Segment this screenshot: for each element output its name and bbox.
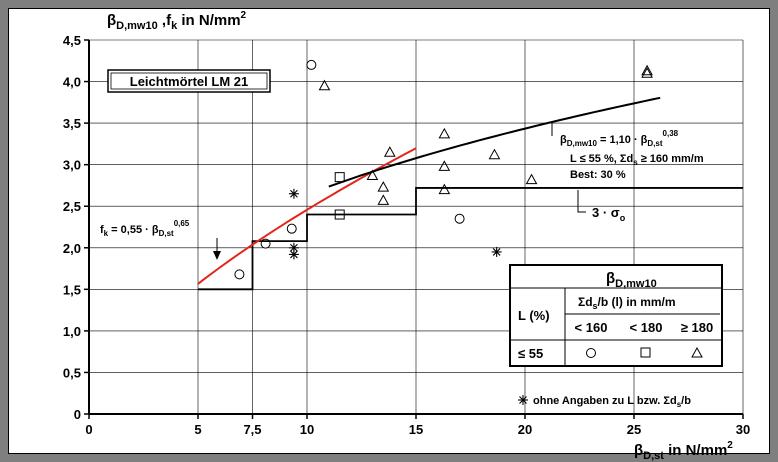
- point-star: [288, 249, 299, 260]
- y-tick-label: 1,5: [63, 282, 81, 297]
- point-triangle: [377, 194, 390, 205]
- footnote: ohne Angaben zu L bzw. Σds/b: [518, 395, 691, 409]
- legend-row-label: L (%): [518, 308, 550, 323]
- step-line-3-sigma: [198, 187, 743, 291]
- material-box-inner: [110, 72, 268, 90]
- beta-condition: L ≤ 55 %, Σds ≥ 160 mm/m: [570, 153, 704, 167]
- legend-row-value: ≤ 55: [518, 346, 543, 361]
- point-triangle: [641, 64, 653, 76]
- point-star-stroke: [290, 243, 298, 252]
- legend-table: βD,mw10 L (%) Σds/b (l) in mm/m < 160 < …: [509, 264, 723, 367]
- x-tick-label: 25: [627, 422, 641, 437]
- point-triangle: [438, 183, 451, 195]
- point-star: [288, 188, 299, 199]
- x-tick-label: 5: [194, 422, 201, 437]
- point-triangle: [525, 173, 538, 185]
- beta-formula: βD,mw10 = 1,10 · βD,st0,38: [560, 129, 679, 148]
- legend-circle-symbol: [586, 348, 596, 358]
- x-tick-label: 7,5: [243, 422, 261, 437]
- point-triangle: [383, 146, 396, 157]
- legend-sum-label: Σds/b (l) in mm/m: [578, 295, 676, 311]
- point-square: [334, 209, 345, 220]
- trend-lines: [197, 96, 743, 291]
- legend-triangle-symbol: [691, 346, 703, 358]
- x-tick-label: 15: [409, 422, 423, 437]
- x-tick-label: 20: [518, 422, 532, 437]
- y-tick-label: 0,5: [63, 365, 81, 380]
- x-axis-label: βD,st in N/mm2: [634, 440, 733, 462]
- x-tick-label: 0: [85, 422, 92, 437]
- point-triangle: [438, 127, 451, 139]
- y-axis-label: βD,mw10 ,fk in N/mm2: [107, 10, 247, 32]
- point-circle: [454, 213, 465, 224]
- sigma-label: 3 · σo: [592, 205, 626, 223]
- y-tick-label: 0: [74, 407, 81, 422]
- legend-col-1: < 160: [575, 320, 608, 335]
- sigma-pointer: [577, 190, 586, 213]
- point-circle: [286, 223, 297, 234]
- fk-pointer-arrow: [213, 251, 221, 260]
- legend-title: βD,mw10: [606, 270, 657, 290]
- point-triangle: [438, 160, 451, 171]
- point-square: [334, 172, 345, 183]
- y-tick-label: 4,5: [63, 33, 81, 48]
- beta-best: Best: 30 %: [570, 169, 626, 181]
- point-star-stroke: [290, 250, 298, 259]
- point-circle: [260, 238, 271, 249]
- footnote-text: ohne Angaben zu L bzw. Σds/b: [533, 395, 691, 409]
- y-tick-label: 2,5: [63, 199, 81, 214]
- x-tick-label: 30: [736, 422, 750, 437]
- legend-square-symbol: [640, 347, 651, 358]
- y-tick-label: 3,0: [63, 158, 81, 173]
- point-star-stroke: [492, 248, 501, 256]
- data-points: [234, 59, 653, 280]
- point-star-stroke: [519, 396, 527, 404]
- legend-col-3: ≥ 180: [681, 320, 713, 335]
- material-box: [107, 69, 271, 93]
- curve-beta: [328, 96, 661, 188]
- material-label: Leichtmörtel LM 21: [130, 74, 248, 89]
- y-tick-label: 4,0: [63, 75, 81, 90]
- y-tick-label: 3,5: [63, 116, 81, 131]
- point-triangle: [318, 79, 331, 91]
- point-triangle: [377, 181, 390, 192]
- point-star: [491, 246, 502, 257]
- y-tick-label: 1,0: [63, 324, 81, 339]
- fk-formula: fk = 0,55 · βD,st0,65: [100, 219, 190, 238]
- x-tick-label: 10: [300, 422, 314, 437]
- point-triangle: [641, 67, 653, 78]
- curve-fk: [197, 147, 417, 285]
- point-triangle: [488, 148, 501, 160]
- legend-col-2: < 180: [630, 320, 663, 335]
- footnote-star-icon: [518, 395, 528, 405]
- point-star: [518, 395, 528, 405]
- point-triangle: [366, 169, 379, 180]
- point-circle: [306, 59, 317, 70]
- axes: 0 0,5 1,0 1,5 2,0 2,5 3,0 3,5 4,0 4,5 0 5 7,5 10 15 20 2…: [63, 33, 750, 437]
- y-tick-label: 2,0: [63, 241, 81, 256]
- legend-border: [509, 264, 723, 367]
- point-circle: [234, 269, 245, 280]
- point-star-stroke: [290, 189, 298, 198]
